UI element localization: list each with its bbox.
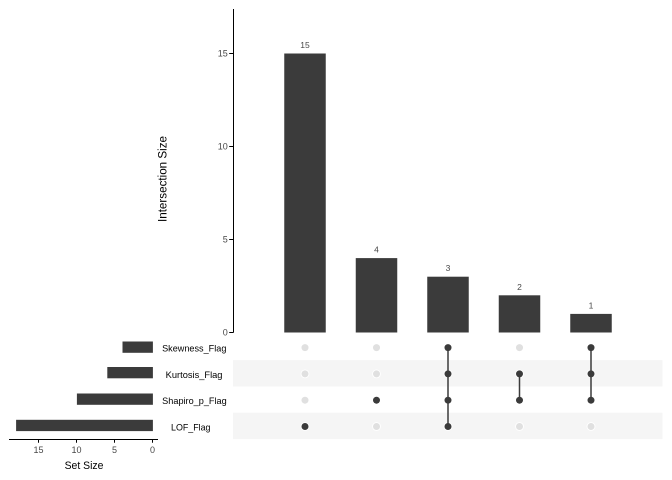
svg-text:10: 10 xyxy=(218,142,228,152)
svg-text:5: 5 xyxy=(112,445,117,455)
svg-text:5: 5 xyxy=(223,235,228,245)
svg-text:15: 15 xyxy=(33,445,43,455)
svg-text:15: 15 xyxy=(218,49,228,59)
svg-text:15: 15 xyxy=(300,40,310,50)
svg-text:4: 4 xyxy=(374,245,379,255)
svg-text:1: 1 xyxy=(589,300,594,310)
svg-text:Kurtosis_Flag: Kurtosis_Flag xyxy=(166,370,223,380)
svg-text:0: 0 xyxy=(223,328,228,338)
svg-text:3: 3 xyxy=(446,263,451,273)
svg-text:10: 10 xyxy=(71,445,81,455)
svg-text:Skewness_Flag: Skewness_Flag xyxy=(162,344,226,354)
svg-text:2: 2 xyxy=(517,282,522,292)
svg-text:Shapiro_p_Flag: Shapiro_p_Flag xyxy=(162,396,227,406)
svg-text:Set Size: Set Size xyxy=(65,460,104,472)
svg-text:Intersection Size: Intersection Size xyxy=(158,136,170,222)
svg-text:0: 0 xyxy=(150,445,155,455)
svg-text:LOF_Flag: LOF_Flag xyxy=(171,422,211,432)
